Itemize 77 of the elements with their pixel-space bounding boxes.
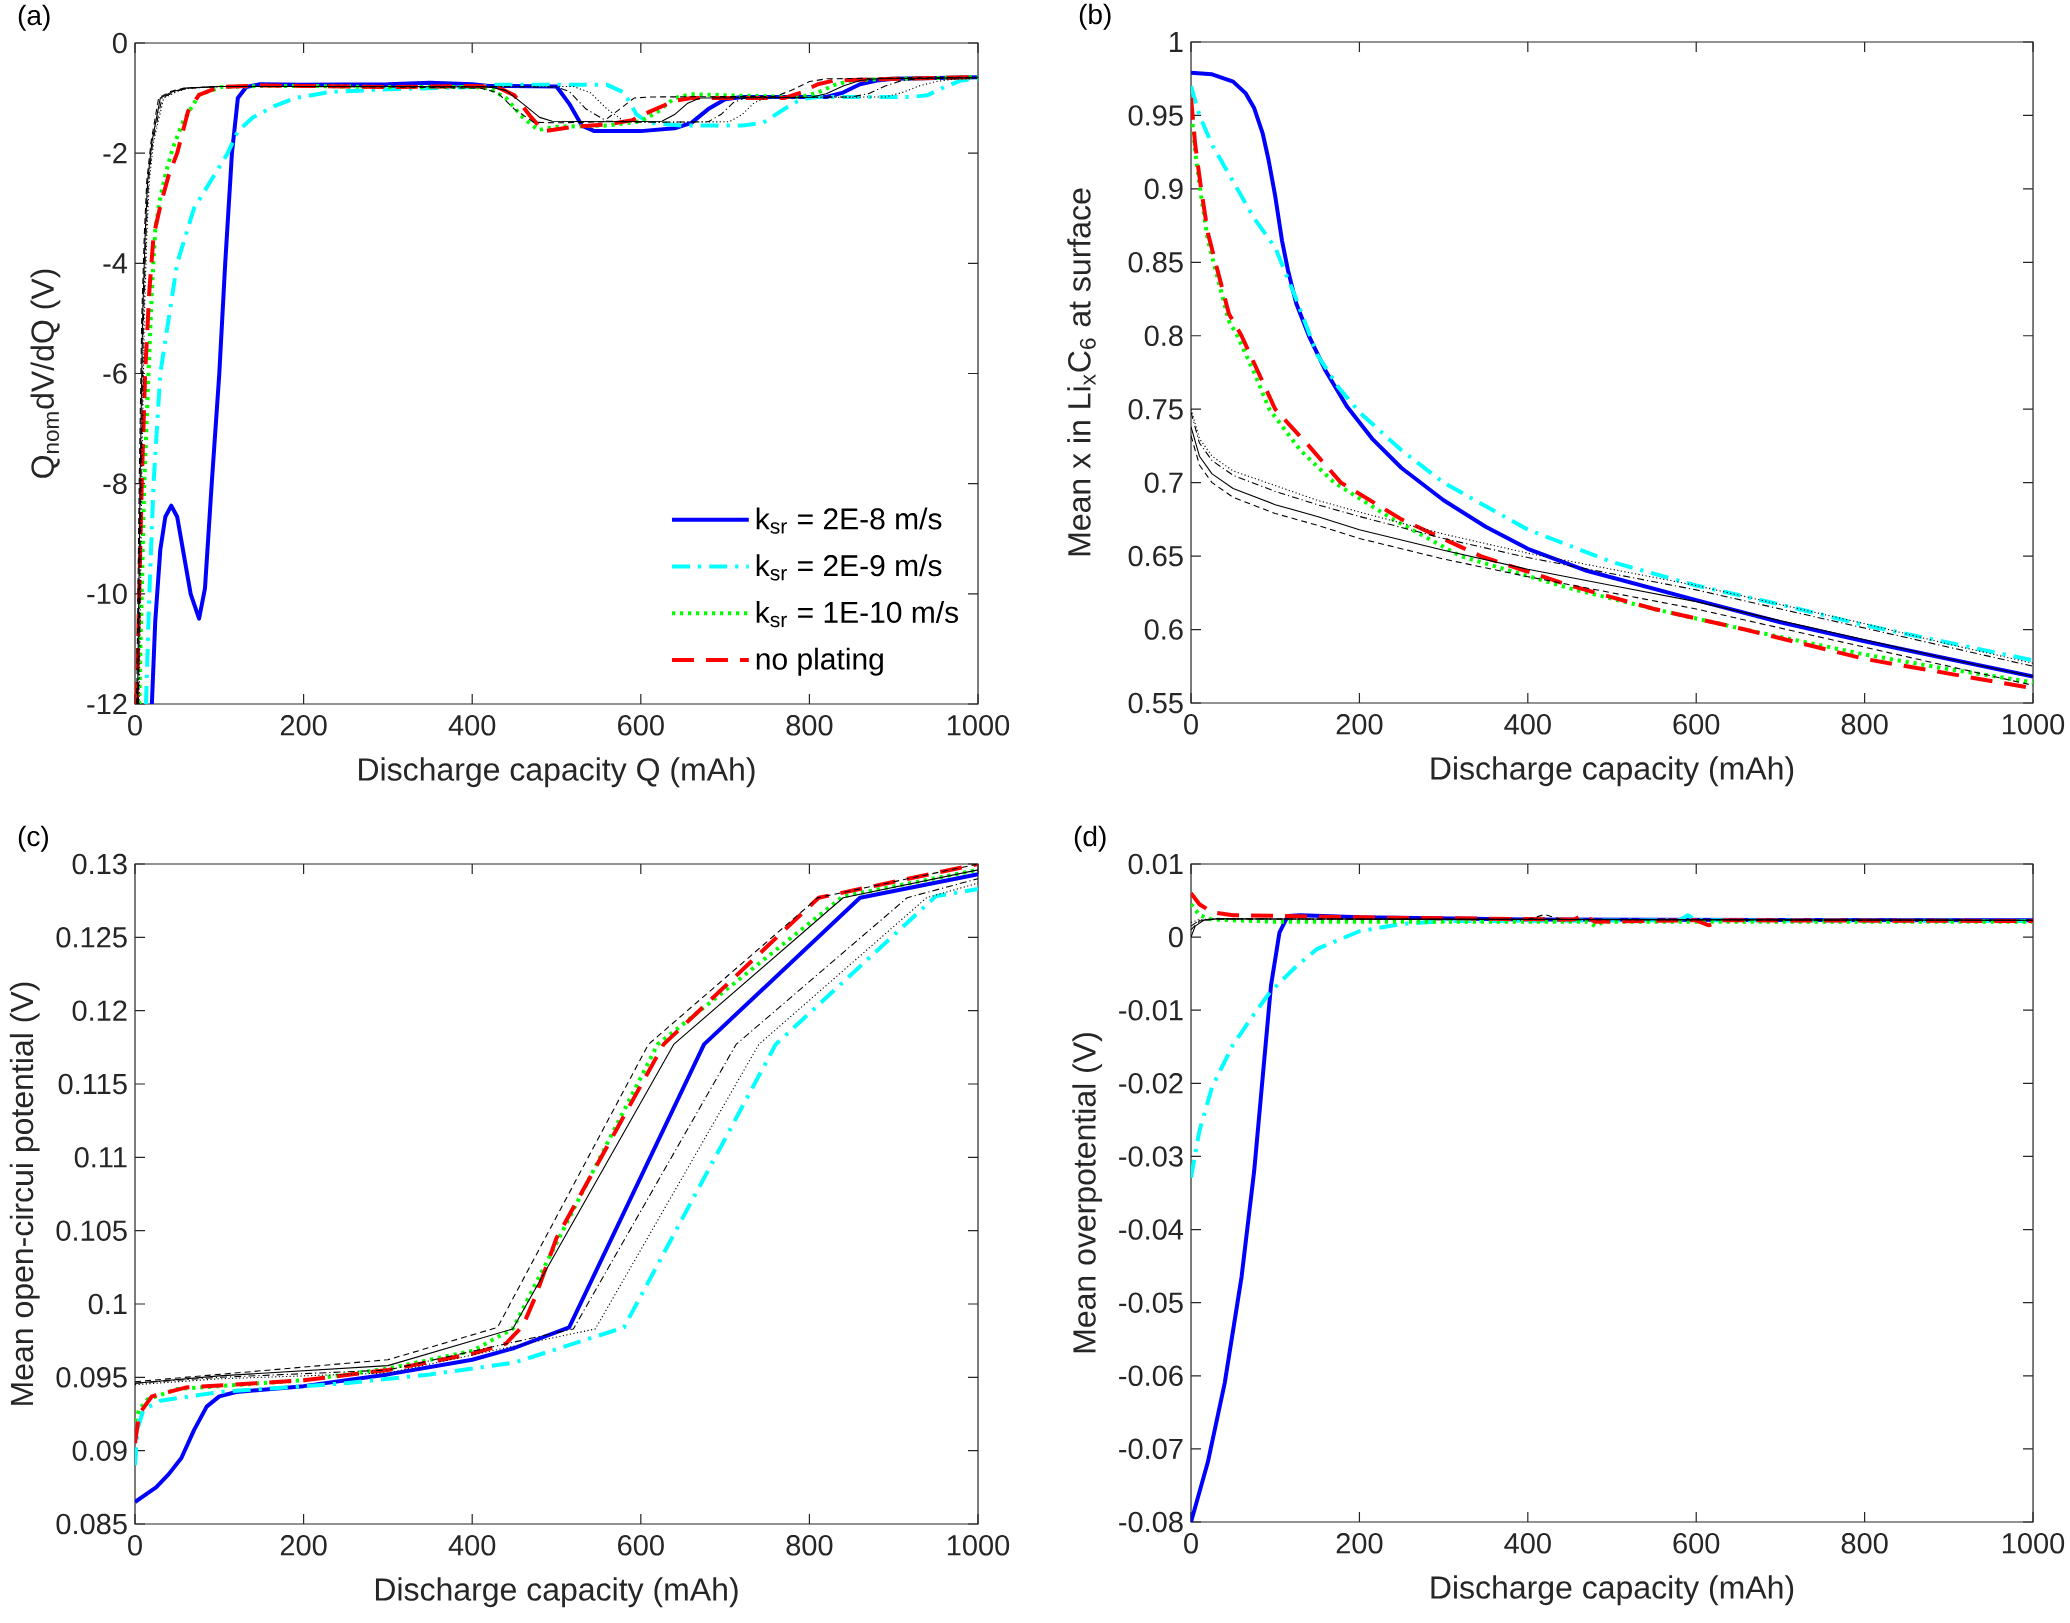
y-tick-label: 0.11	[74, 1147, 127, 1168]
x-tick-label: 1000	[2002, 714, 2065, 735]
y-tick-label: -12	[87, 693, 127, 715]
y-tick-label: 0.115	[58, 1073, 127, 1095]
y-tick-label: 0.125	[56, 927, 127, 948]
x-tick-label: 800	[1841, 1533, 1888, 1554]
y-tick-label: 0.75	[1128, 398, 1183, 420]
chart-title: (b)	[1079, 3, 1111, 30]
y-tick-label: 0.12	[72, 1000, 127, 1021]
legend-label: k$_{sr}$ = 1E-10 m/s	[756, 600, 959, 628]
x-tick-label: 400	[1504, 1533, 1551, 1554]
y-tick-label: -8	[103, 473, 127, 494]
y-tick-label: 0.13	[72, 853, 127, 875]
x-tick-label: 1000	[2002, 1533, 2065, 1554]
y-tick-label: -0.06	[1119, 1365, 1183, 1387]
y-axis-title: Mean open-circui potential (V)	[9, 982, 40, 1405]
y-tick-label: 0.7	[1144, 472, 1183, 493]
y-tick-label: -4	[103, 253, 128, 274]
legend-label: k$_{sr}$ = 2E-8 m/s	[756, 507, 942, 534]
y-tick-label: -0.07	[1119, 1438, 1183, 1460]
y-tick-label: 0.9	[1144, 178, 1183, 200]
x-tick-label: 600	[1673, 1533, 1720, 1554]
y-tick-label: 0.1	[88, 1293, 127, 1315]
x-tick-label: 0	[128, 715, 142, 736]
y-tick-label: 0.085	[56, 1513, 127, 1535]
y-tick-label: 0.85	[1128, 252, 1183, 273]
y-tick-label: 0.105	[56, 1220, 127, 1241]
x-tick-label: 0	[128, 1535, 142, 1556]
x-axis-title: Discharge capacity (mAh)	[1431, 1575, 1794, 1606]
y-tick-label: -10	[87, 583, 127, 605]
y-tick-label: 0.095	[56, 1367, 127, 1388]
y-tick-label: -0.04	[1119, 1219, 1184, 1240]
x-tick-label: 800	[1841, 714, 1888, 735]
x-axis-title: Discharge capacity (mAh)	[1431, 756, 1794, 787]
x-axis-title: Discharge capacity (mAh)	[375, 1577, 738, 1608]
x-tick-label: 600	[618, 1535, 664, 1556]
y-tick-label: -0.05	[1119, 1292, 1183, 1313]
y-tick-label: 0.55	[1128, 692, 1183, 714]
x-tick-label: 600	[618, 715, 664, 736]
x-tick-label: 0	[1184, 1533, 1198, 1554]
x-tick-label: 200	[280, 715, 327, 736]
x-tick-label: 400	[448, 1535, 496, 1556]
y-tick-label: 1	[1170, 32, 1183, 52]
x-tick-label: 200	[1336, 714, 1383, 735]
x-tick-label: 400	[1504, 714, 1551, 735]
x-tick-label: 1000	[947, 715, 1010, 736]
y-axis-title: Mean x in Li$_{x}$C$_{6}$ at surface	[1067, 188, 1096, 556]
y-tick-label: -0.03	[1119, 1146, 1183, 1167]
y-axis-title: Q$_{nom}$dV/dQ (V)	[30, 269, 61, 478]
y-tick-label: 0.01	[1128, 853, 1183, 875]
x-axis-title: Discharge capacity Q (mAh)	[359, 757, 755, 788]
legend-label: no plating	[756, 647, 883, 676]
y-tick-label: -0.08	[1119, 1511, 1183, 1533]
y-tick-label: 0	[112, 32, 127, 54]
y-tick-label: -0.01	[1119, 999, 1183, 1021]
x-tick-label: 200	[1336, 1533, 1383, 1554]
x-tick-label: 600	[1673, 714, 1720, 735]
y-tick-label: 0.6	[1144, 619, 1183, 640]
chart-title: (d)	[1074, 825, 1106, 852]
chart-title: (a)	[18, 4, 50, 31]
y-tick-label: -0.02	[1119, 1073, 1183, 1094]
y-tick-label: 0	[1168, 926, 1183, 948]
y-tick-label: -6	[103, 363, 127, 384]
y-tick-label: 0.8	[1144, 325, 1183, 347]
y-tick-label: 0.09	[72, 1440, 127, 1461]
y-tick-label: -2	[103, 143, 127, 164]
x-tick-label: 800	[786, 715, 833, 736]
y-tick-label: 0.95	[1128, 105, 1183, 126]
x-tick-label: 800	[786, 1535, 833, 1556]
x-tick-label: 0	[1184, 714, 1198, 735]
legend-label: k$_{sr}$ = 2E-9 m/s	[756, 554, 942, 581]
x-tick-label: 400	[448, 715, 496, 736]
x-tick-label: 1000	[947, 1535, 1010, 1556]
y-tick-label: 0.65	[1128, 545, 1183, 567]
y-axis-title: Mean overpotential (V)	[1072, 1033, 1103, 1353]
chart-title: (c)	[18, 825, 48, 852]
x-tick-label: 200	[280, 1535, 327, 1556]
